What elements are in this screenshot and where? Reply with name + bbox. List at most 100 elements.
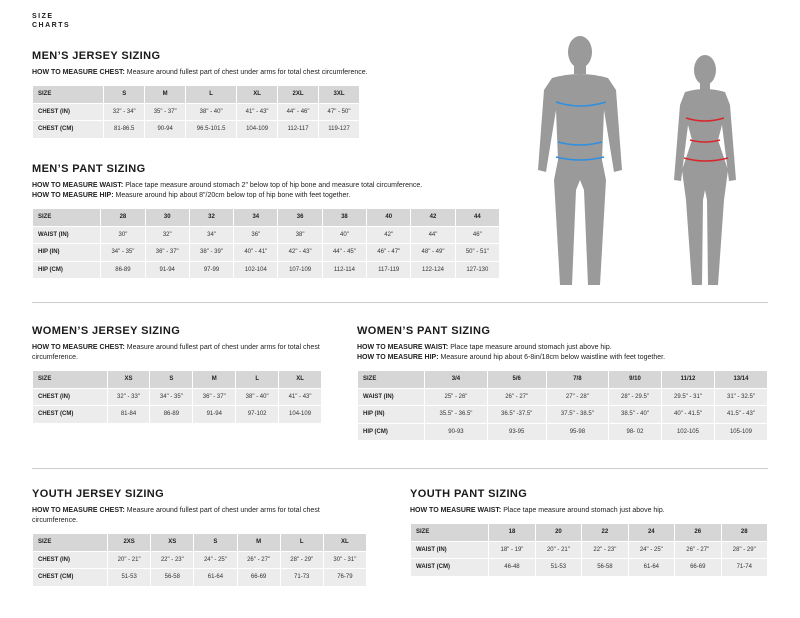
table-cell: 36 [278, 209, 322, 227]
instruction-text: Measure around fullest part of chest und… [32, 507, 320, 524]
table-cell: 97-99 [189, 261, 234, 279]
table-cell: 40" - 41" [234, 244, 278, 262]
table-cell: 34 [234, 209, 278, 227]
table-cell: 61-64 [194, 569, 237, 587]
table-cell: 13/14 [714, 371, 767, 389]
male-body-figure [538, 36, 622, 285]
table-cell: 91-94 [145, 261, 189, 279]
table-cell: L [280, 534, 323, 552]
table-cell: 38" - 40" [236, 388, 279, 406]
table-cell: 38" [278, 226, 322, 244]
table-cell: 102-105 [661, 423, 714, 441]
instruction-label: HOW TO MEASURE HIP: [357, 354, 439, 361]
table-cell: 11/12 [661, 371, 714, 389]
table-header-row: SIZE S M L XL 2XL 3XL [33, 86, 359, 104]
table-cell: 9/10 [609, 371, 661, 389]
size-table: SIZE S M L XL 2XL 3XL CHEST (IN) 32" - 34" 35" - … [32, 86, 360, 139]
row-label: SIZE [411, 524, 489, 542]
table-cell: XL [237, 86, 278, 104]
instruction-line: HOW TO MEASURE CHEST: Measure around ful… [32, 343, 322, 363]
row-label: CHEST (CM) [33, 569, 108, 587]
table-row: CHEST (CM) 51-53 56-58 61-64 66-69 71-73 76-79 [33, 569, 366, 587]
table-row: HIP (CM) 86-89 91-94 97-99 102-104 107-109 112… [33, 261, 499, 279]
table-cell: 2XL [278, 86, 319, 104]
table-cell: 26" - 27" [487, 388, 546, 406]
table-cell: 41.5" - 43" [714, 406, 767, 424]
table-cell: 61-64 [628, 559, 675, 577]
row-label: HIP (CM) [33, 261, 101, 279]
table-cell: S [104, 86, 145, 104]
instruction-label: HOW TO MEASURE CHEST: [32, 344, 125, 351]
table-header-row: SIZE XS S M L XL [33, 371, 321, 389]
table-cell: 29.5" - 31" [661, 388, 714, 406]
table-row: HIP (IN) 34" - 35" 36" - 37" 38" - 39" 40" -… [33, 244, 499, 262]
size-table: SIZE 2XS XS S M L XL CHEST (IN) 20" - 21" 22" - 2… [32, 534, 367, 587]
table-cell: 122-124 [411, 261, 455, 279]
brand-logo: SIZE CHARTS [32, 13, 71, 29]
table-cell: XL [279, 371, 321, 389]
divider [32, 302, 768, 303]
table-cell: 20" - 21" [108, 551, 151, 569]
table-cell: 7/8 [546, 371, 609, 389]
table-cell: 42" [367, 226, 411, 244]
table-cell: 50" - 51" [455, 244, 499, 262]
table-row: HIP (IN) 35.5" - 36.5" 36.5" -37.5" 37.5" -… [358, 406, 767, 424]
female-body-figure [674, 55, 736, 285]
table-cell: 104-109 [237, 121, 278, 139]
table-row: CHEST (IN) 32" - 33" 34" - 35" 36" - 37" 38"… [33, 388, 321, 406]
measure-instructions: HOW TO MEASURE WAIST: Place tape measure… [32, 181, 512, 201]
table-cell: XS [107, 371, 150, 389]
table-cell: 22" - 23" [582, 541, 628, 559]
row-label: WAIST (CM) [411, 559, 489, 577]
table-cell: 36" [234, 226, 278, 244]
size-table: SIZE 3/4 5/6 7/8 9/10 11/12 13/14 WAIST (IN) 25"… [357, 371, 768, 441]
row-label: CHEST (IN) [33, 103, 104, 121]
instruction-text: Measure around fullest part of chest und… [32, 344, 320, 361]
table-cell: 36" - 37" [145, 244, 189, 262]
table-cell: 22" - 23" [151, 551, 194, 569]
row-label: CHEST (IN) [33, 551, 108, 569]
table-cell: 71-73 [280, 569, 323, 587]
table-header-row: SIZE 3/4 5/6 7/8 9/10 11/12 13/14 [358, 371, 767, 389]
instruction-line: HOW TO MEASURE HIP: Measure around hip a… [32, 191, 512, 201]
table-cell: 95-98 [546, 423, 609, 441]
table-cell: 24" - 25" [194, 551, 237, 569]
table-row: WAIST (IN) 25" - 26" 26" - 27" 27" - 28" 28"… [358, 388, 767, 406]
divider [32, 468, 768, 469]
section-title: YOUTH JERSEY SIZING [32, 488, 165, 500]
instruction-line: HOW TO MEASURE CHEST: Measure around ful… [32, 506, 367, 526]
instruction-label: HOW TO MEASURE HIP: [32, 192, 114, 199]
table-cell: 127-130 [455, 261, 499, 279]
table-cell: 30" - 31" [323, 551, 366, 569]
table-cell: 112-117 [278, 121, 319, 139]
instruction-text: Place tape measure around stomach just a… [448, 344, 612, 351]
section-title: WOMEN’S PANT SIZING [357, 325, 491, 337]
table-cell: 35.5" - 36.5" [425, 406, 487, 424]
instruction-line: HOW TO MEASURE CHEST: Measure around ful… [32, 68, 512, 78]
table-cell: 44 [455, 209, 499, 227]
section-title: MEN’S JERSEY SIZING [32, 50, 161, 62]
instruction-text: Place tape measure around stomach 2" bel… [123, 182, 423, 189]
row-label: CHEST (IN) [33, 388, 107, 406]
table-cell: 28" - 29" [280, 551, 323, 569]
row-label: SIZE [33, 371, 107, 389]
table-cell: 32" - 33" [107, 388, 150, 406]
table-cell: 35" - 37" [145, 103, 186, 121]
table-cell: 44" - 46" [278, 103, 319, 121]
table-cell: 81-86.5 [104, 121, 145, 139]
table-row: CHEST (IN) 20" - 21" 22" - 23" 24" - 25" 26"… [33, 551, 366, 569]
table-cell: 42" - 43" [278, 244, 322, 262]
table-cell: M [237, 534, 280, 552]
table-cell: 76-79 [323, 569, 366, 587]
table-cell: 96.5-101.5 [186, 121, 237, 139]
instruction-label: HOW TO MEASURE WAIST: [410, 507, 502, 514]
row-label: SIZE [358, 371, 425, 389]
table-cell: 18 [489, 524, 535, 542]
table-cell: S [194, 534, 237, 552]
table-cell: 51-53 [535, 559, 582, 577]
row-label: WAIST (IN) [411, 541, 489, 559]
table-cell: 107-109 [278, 261, 322, 279]
table-cell: 24 [628, 524, 675, 542]
table-cell: 30 [145, 209, 189, 227]
table-cell: 44" [411, 226, 455, 244]
